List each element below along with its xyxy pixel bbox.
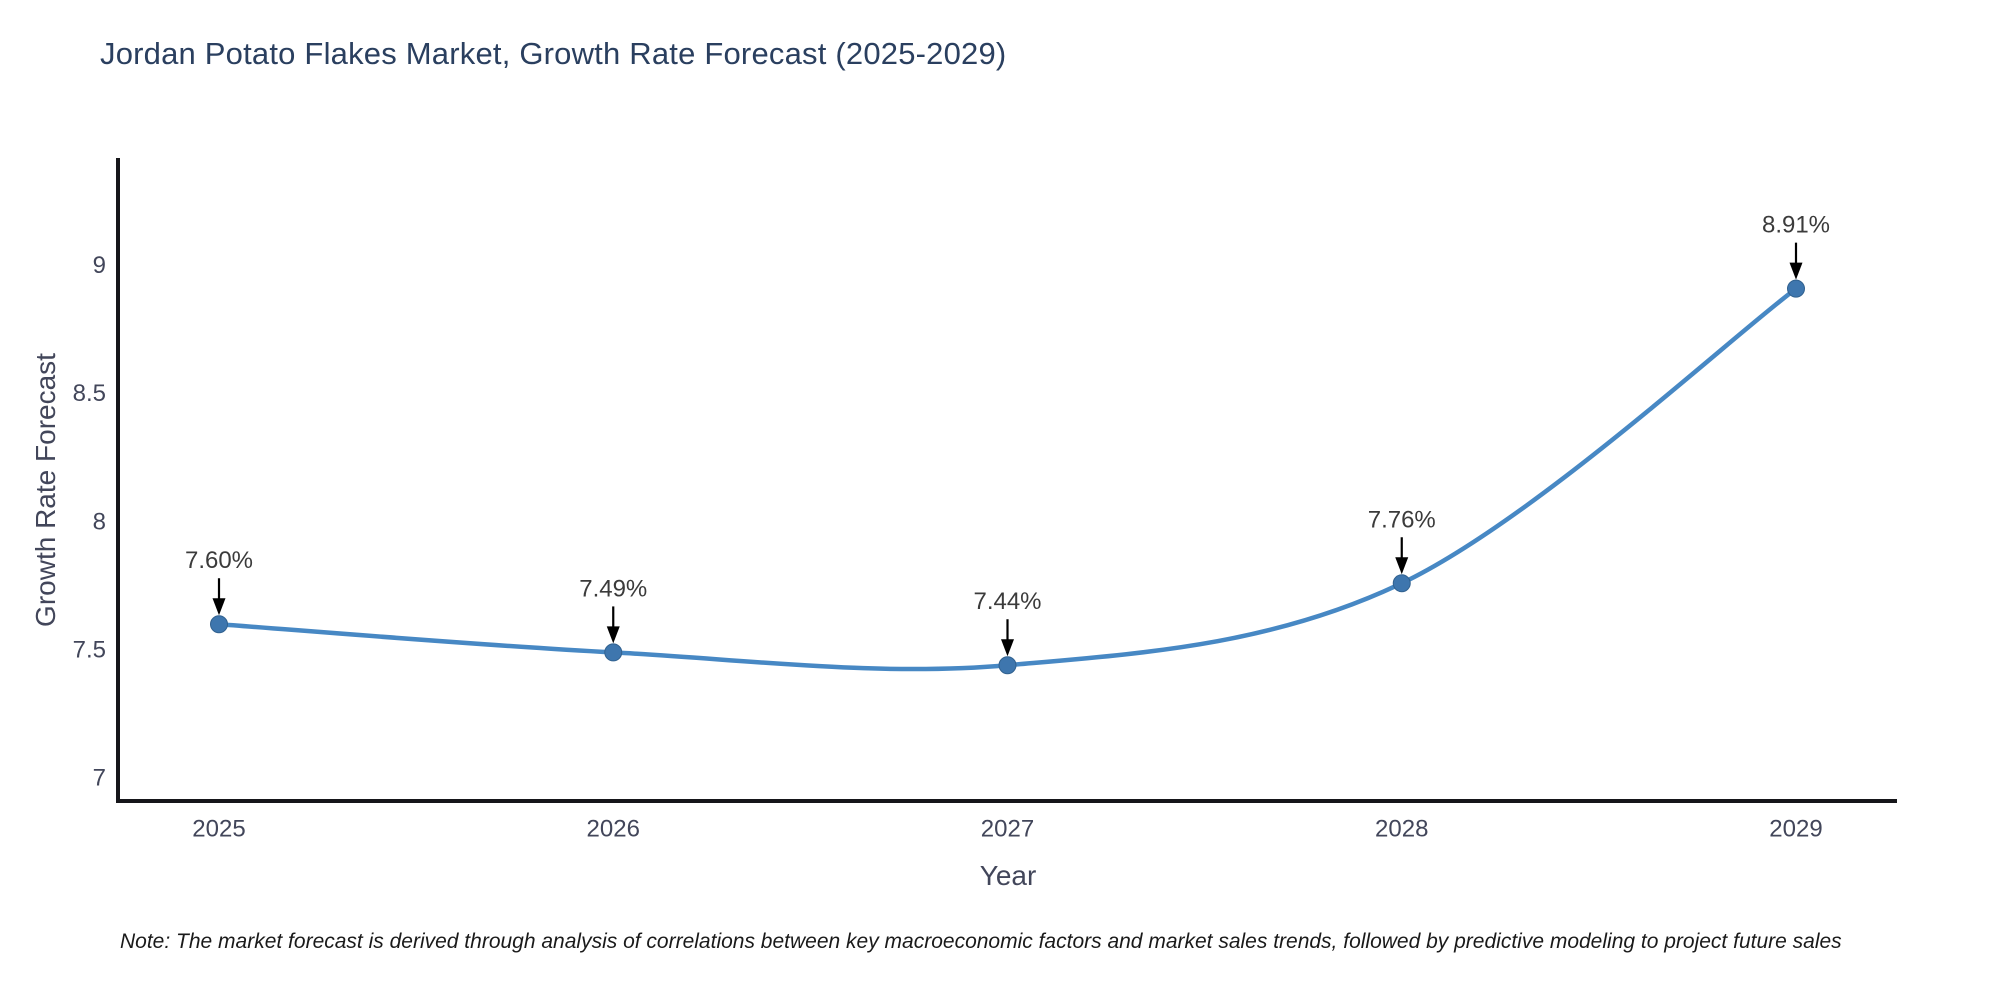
data-point-label: 8.91%	[1762, 212, 1830, 239]
y-tick-label: 8.5	[73, 380, 106, 407]
x-axis-title: Year	[979, 860, 1037, 891]
y-tick-label: 7.5	[73, 636, 106, 663]
data-point-label: 7.49%	[579, 575, 647, 602]
annotation-arrowhead-icon	[212, 598, 226, 616]
data-point-label: 7.44%	[973, 588, 1041, 615]
y-axis-title: Growth Rate Forecast	[30, 353, 61, 627]
y-tick-label: 9	[93, 252, 106, 279]
y-tick-label: 8	[93, 508, 106, 535]
annotation-arrowhead-icon	[1789, 262, 1803, 280]
y-tick-label: 7	[93, 764, 106, 791]
axis-lines	[116, 158, 1897, 803]
x-tick-label: 2027	[981, 816, 1034, 843]
annotation-arrowhead-icon	[1395, 557, 1409, 575]
x-tick-label: 2029	[1769, 816, 1822, 843]
chart-title: Jordan Potato Flakes Market, Growth Rate…	[100, 36, 1007, 71]
data-point-marker	[1392, 574, 1411, 593]
x-tick-label: 2028	[1375, 816, 1428, 843]
x-tick-label: 2025	[192, 816, 245, 843]
data-point-marker	[604, 643, 623, 662]
annotation-arrowhead-icon	[606, 626, 620, 644]
x-tick-label: 2026	[587, 816, 640, 843]
data-point-marker	[998, 656, 1017, 675]
data-point-marker	[210, 615, 228, 634]
footnote: Note: The market forecast is derived thr…	[120, 930, 1842, 953]
data-point-label: 7.76%	[1368, 506, 1436, 533]
series-line	[216, 286, 1799, 672]
data-point-marker	[1787, 279, 1805, 298]
data-point-label: 7.60%	[185, 547, 253, 574]
annotation-arrowhead-icon	[1001, 639, 1014, 657]
